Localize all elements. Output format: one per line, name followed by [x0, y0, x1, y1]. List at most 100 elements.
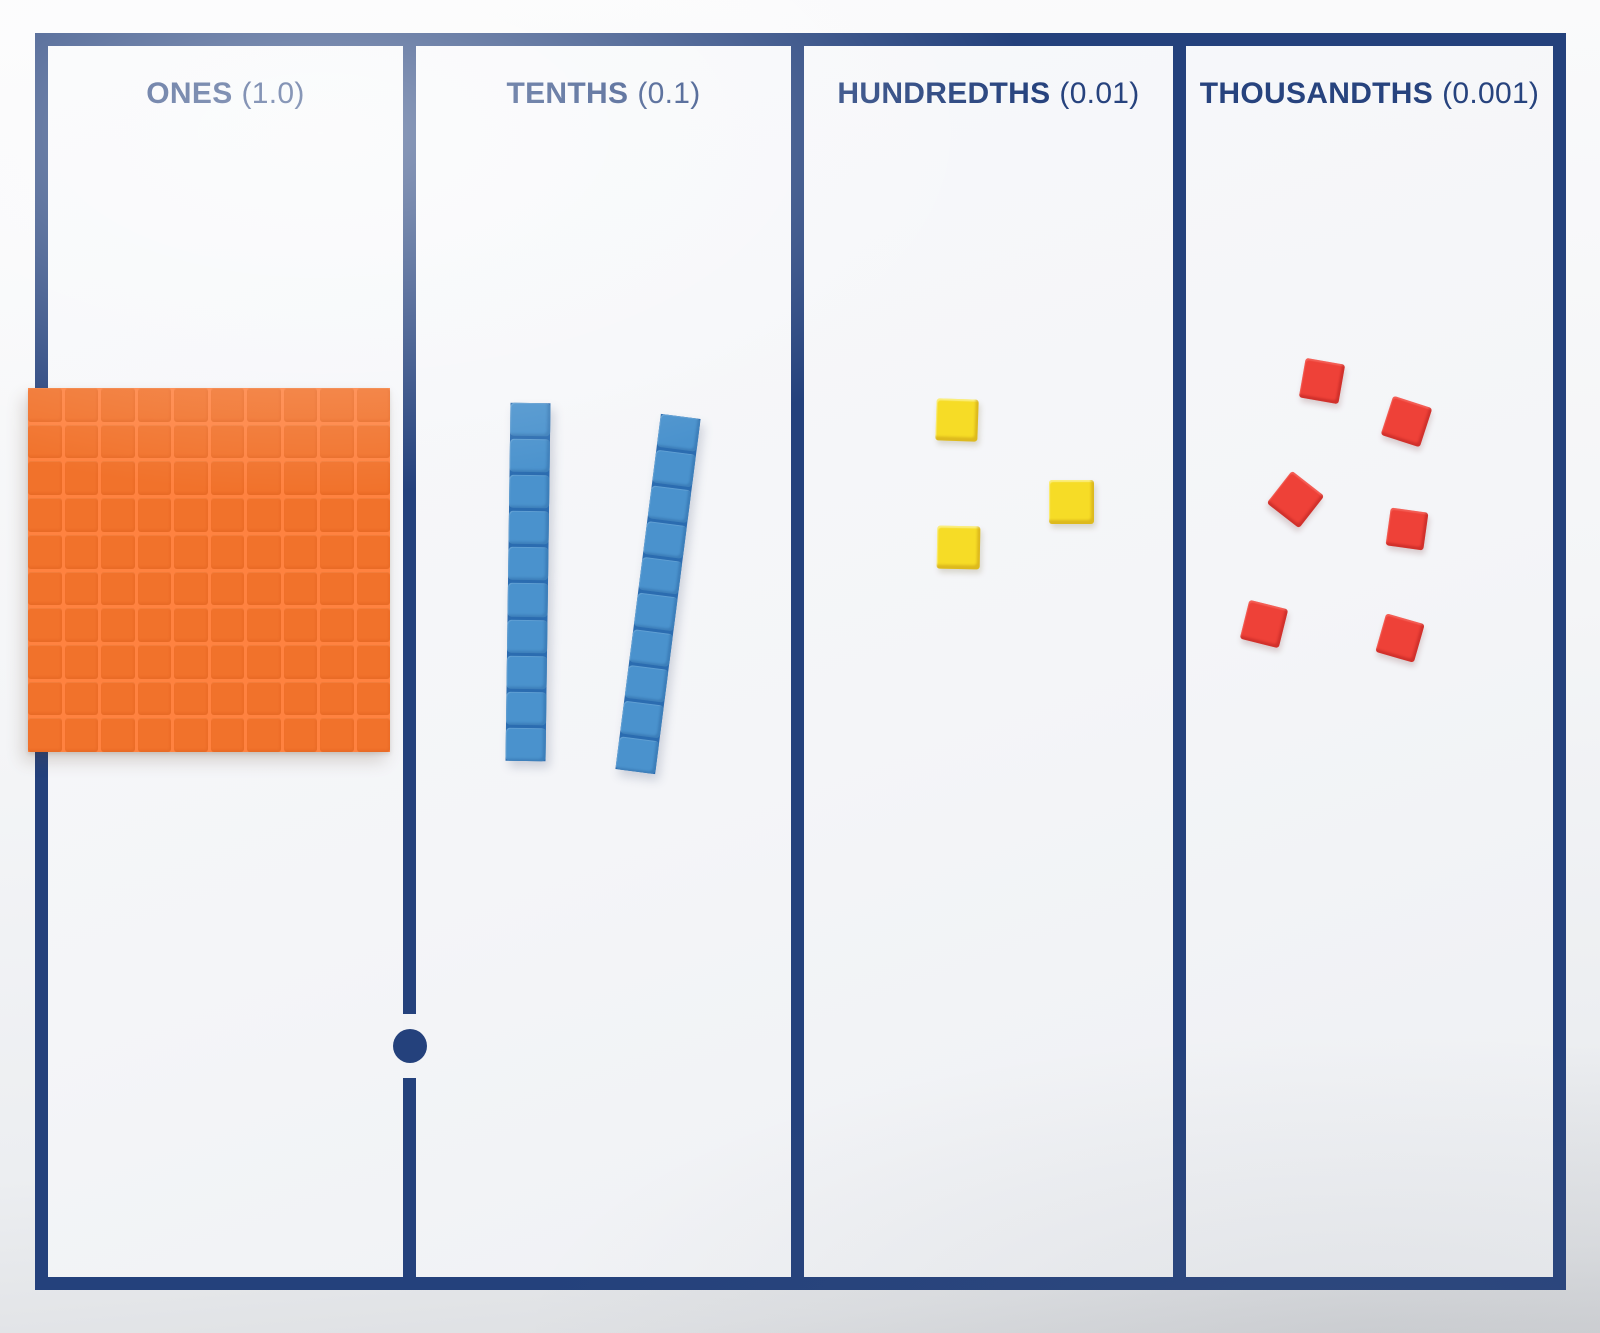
flat-cell — [101, 608, 135, 642]
flat-cell — [174, 718, 208, 752]
flat-cell — [101, 424, 135, 459]
flat-cell — [356, 608, 390, 642]
flat-cell — [28, 388, 62, 422]
flat-cell — [64, 644, 98, 679]
flat-cell — [137, 718, 171, 752]
flat-cell — [210, 644, 244, 679]
flat-cell — [247, 424, 281, 459]
flat-cell — [247, 571, 281, 606]
flat-cell — [64, 461, 98, 496]
flat-cell — [320, 644, 354, 679]
rod-segment — [509, 474, 550, 509]
column-header-ones: ONES (1.0) — [48, 74, 403, 114]
flat-cell — [283, 424, 317, 459]
rod-segment — [652, 449, 696, 488]
flat-cell — [320, 571, 354, 606]
column-header-hundredths: HUNDREDTHS (0.01) — [804, 74, 1173, 114]
flat-cell — [101, 498, 135, 532]
column-divider-ones-tenths — [403, 46, 416, 1277]
ones-label: ONES — [146, 77, 233, 110]
flat-cell — [137, 608, 171, 642]
tenths-value: (0.1) — [637, 77, 701, 110]
flat-cell — [320, 718, 354, 752]
rod-segment — [615, 736, 660, 775]
flat-cell — [356, 424, 390, 459]
flat-cell — [64, 388, 98, 422]
base-ten-rod-tenth[interactable] — [505, 402, 551, 762]
flat-cell — [137, 644, 171, 679]
flat-cell — [283, 681, 317, 716]
column-divider-tenths-hundredths — [791, 46, 804, 1277]
rod-segment — [633, 592, 678, 631]
rod-segment — [506, 655, 547, 690]
unit-cube-hundredth[interactable] — [935, 398, 979, 442]
unit-cube-hundredth[interactable] — [936, 525, 981, 570]
flat-cell — [247, 718, 281, 752]
flat-cell — [28, 534, 62, 569]
ones-value: (1.0) — [241, 77, 305, 110]
rod-segment — [505, 727, 546, 762]
flat-cell — [356, 461, 390, 496]
flat-cell — [101, 388, 135, 422]
flat-cell — [210, 534, 244, 569]
flat-cell — [174, 424, 208, 459]
flat-cell — [28, 424, 62, 459]
column-divider-hundredths-thousandths — [1173, 46, 1186, 1277]
flat-cell — [283, 644, 317, 679]
flat-cell — [137, 681, 171, 716]
flat-cell — [320, 461, 354, 496]
tenths-label: TENTHS — [506, 77, 629, 110]
flat-cell — [320, 388, 354, 422]
flat-cell — [210, 498, 244, 532]
flat-cell — [137, 571, 171, 606]
unit-cube-thousandth[interactable] — [1298, 357, 1346, 405]
flat-cell — [283, 498, 317, 532]
rod-segment — [647, 485, 692, 524]
flat-cell — [137, 498, 171, 532]
hundredths-label: HUNDREDTHS — [837, 77, 1051, 110]
flat-cell — [283, 608, 317, 642]
unit-cube-thousandth[interactable] — [1385, 507, 1429, 551]
rod-segment — [656, 413, 701, 452]
rod-segment — [509, 438, 550, 473]
flat-cell — [137, 461, 171, 496]
flat-cell — [28, 681, 62, 716]
flat-cell — [64, 498, 98, 532]
flat-cell — [174, 571, 208, 606]
flat-cell — [174, 461, 208, 496]
rod-segment — [642, 521, 687, 560]
flat-cell — [174, 388, 208, 422]
flat-cell — [101, 718, 135, 752]
rod-segment — [638, 557, 683, 596]
flat-cell — [137, 424, 171, 459]
flat-cell — [356, 718, 390, 752]
flat-cell — [210, 571, 244, 606]
flat-cell — [247, 461, 281, 496]
flat-cell — [210, 608, 244, 642]
flat-cell — [283, 388, 317, 422]
flat-cell — [210, 718, 244, 752]
column-header-thousandths: THOUSANDTHS (0.001) — [1186, 74, 1553, 114]
base-ten-flat-one[interactable] — [28, 388, 390, 752]
flat-cell — [283, 718, 317, 752]
flat-cell — [247, 534, 281, 569]
decimal-point-dot — [393, 1029, 427, 1063]
flat-cell — [174, 644, 208, 679]
rod-segment — [629, 628, 674, 667]
thousandths-label: THOUSANDTHS — [1199, 77, 1434, 110]
flat-cell — [210, 388, 244, 422]
rod-segment — [507, 619, 548, 653]
flat-cell — [320, 608, 354, 642]
rod-segment — [624, 664, 669, 703]
flat-cell — [320, 534, 354, 569]
flat-cell — [320, 424, 354, 459]
flat-cell — [247, 681, 281, 716]
unit-cube-hundredth[interactable] — [1049, 480, 1094, 524]
flat-cell — [283, 461, 317, 496]
flat-cell — [64, 534, 98, 569]
flat-cell — [356, 498, 390, 532]
flat-cell — [101, 681, 135, 716]
flat-cell — [174, 498, 208, 532]
flat-cell — [64, 608, 98, 642]
